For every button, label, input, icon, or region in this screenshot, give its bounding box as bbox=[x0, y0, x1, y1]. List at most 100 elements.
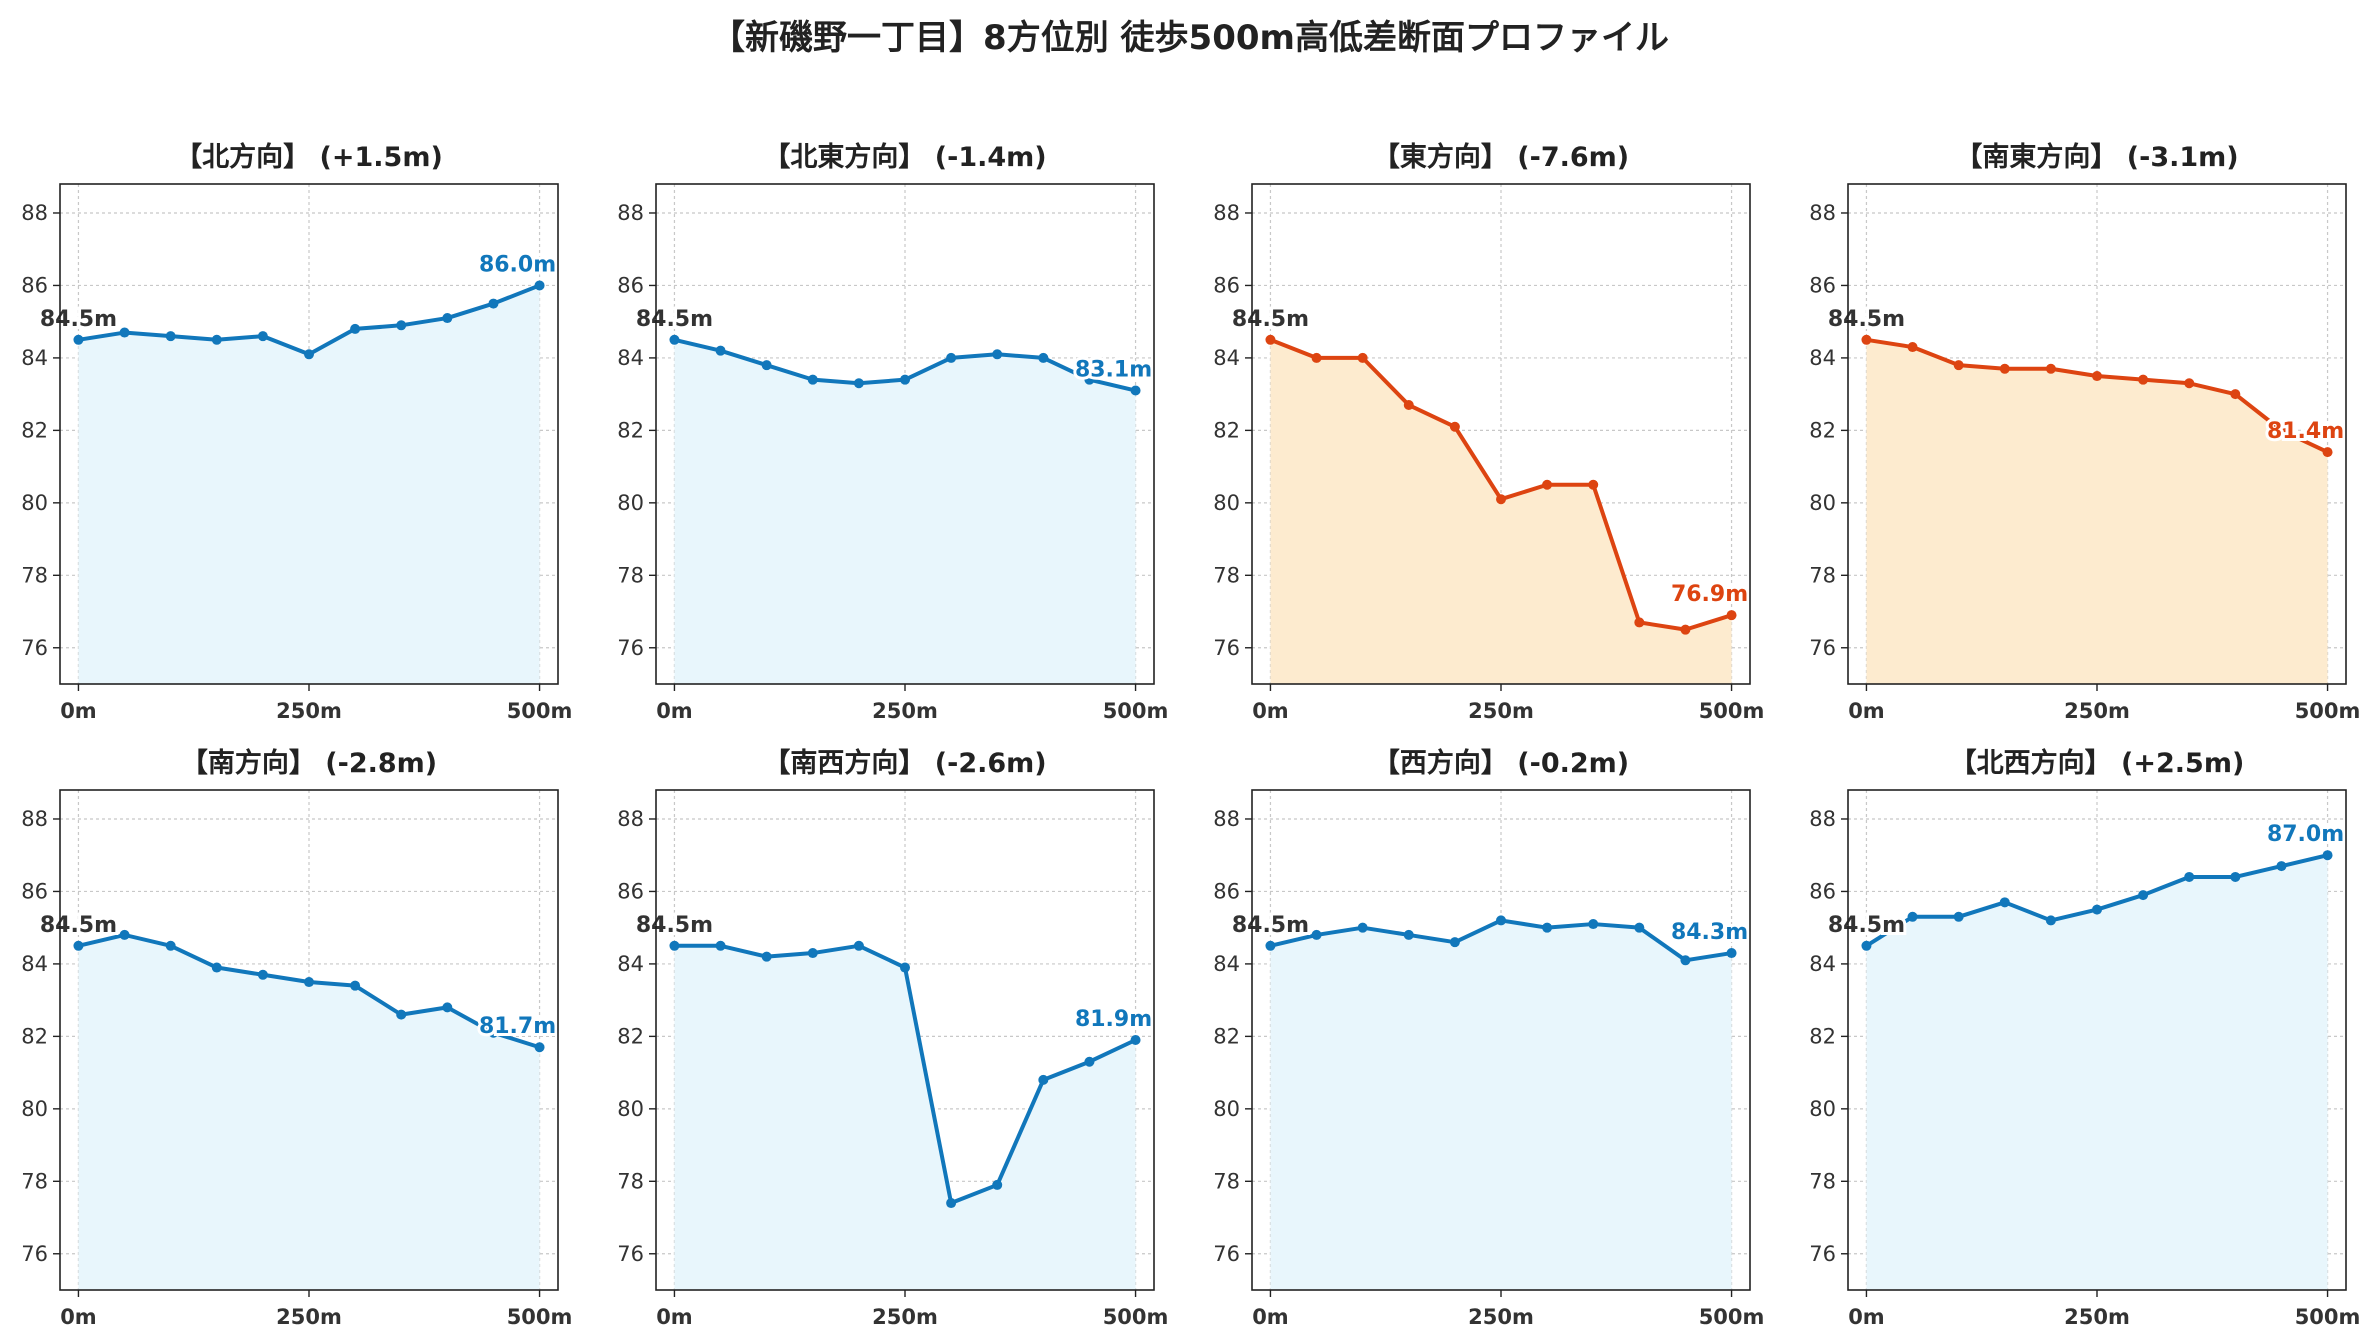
x-tick-label: 250m bbox=[2064, 699, 2130, 723]
data-point bbox=[669, 940, 680, 951]
y-tick-label: 76 bbox=[21, 636, 48, 660]
y-tick-label: 80 bbox=[21, 491, 48, 515]
panel-title: 【北東方向】 (-1.4m) bbox=[763, 141, 1046, 173]
data-point bbox=[442, 313, 453, 324]
chart-panel-7: 【西方向】 (-0.2m) 84.5m 84.3m 76 78 80 82 84 86 88 0m 2… bbox=[1213, 747, 1764, 1329]
data-point bbox=[1726, 948, 1737, 959]
y-tick-label: 86 bbox=[617, 879, 644, 903]
elevation-area bbox=[1866, 855, 2328, 1290]
elevation-area bbox=[1270, 920, 1732, 1290]
data-point bbox=[211, 962, 222, 973]
start-elevation-label: 84.5m bbox=[1232, 913, 1309, 938]
data-point bbox=[257, 969, 268, 980]
data-point bbox=[2276, 861, 2287, 872]
panel-title: 【西方向】 (-0.2m) bbox=[1373, 747, 1629, 779]
data-point bbox=[1130, 385, 1141, 396]
data-point bbox=[1726, 610, 1737, 621]
data-point bbox=[350, 323, 361, 334]
y-tick-label: 84 bbox=[21, 952, 48, 976]
data-point bbox=[1038, 352, 1049, 363]
y-tick-label: 82 bbox=[21, 418, 48, 442]
chart-panel-2: 【北東方向】 (-1.4m) 84.5m 83.1m 76 78 80 82 84 86 88 0m… bbox=[617, 141, 1168, 723]
data-point bbox=[304, 349, 314, 360]
data-point bbox=[211, 334, 222, 345]
y-tick-label: 78 bbox=[1213, 1169, 1240, 1193]
y-tick-label: 78 bbox=[21, 563, 48, 587]
data-point bbox=[669, 334, 680, 345]
y-tick-label: 84 bbox=[1809, 952, 1836, 976]
data-point bbox=[2184, 871, 2195, 882]
x-tick-label: 500m bbox=[507, 699, 573, 723]
y-tick-label: 76 bbox=[617, 1242, 644, 1266]
y-tick-label: 88 bbox=[21, 807, 48, 831]
y-tick-label: 80 bbox=[1213, 491, 1240, 515]
data-point bbox=[1449, 421, 1460, 432]
data-point bbox=[1265, 334, 1276, 345]
elevation-area bbox=[674, 945, 1136, 1290]
data-point bbox=[900, 374, 910, 385]
y-tick-label: 84 bbox=[617, 952, 644, 976]
y-tick-label: 80 bbox=[21, 1097, 48, 1121]
y-tick-label: 82 bbox=[1809, 418, 1836, 442]
end-elevation-label: 76.9m bbox=[1671, 582, 1748, 607]
y-tick-label: 84 bbox=[21, 346, 48, 370]
start-elevation-label: 84.5m bbox=[636, 913, 713, 938]
y-tick-label: 88 bbox=[21, 201, 48, 225]
data-point bbox=[1588, 919, 1599, 930]
end-elevation-label: 81.4m bbox=[2267, 419, 2344, 444]
y-tick-label: 88 bbox=[1213, 807, 1240, 831]
data-point bbox=[442, 1002, 453, 1013]
y-tick-label: 80 bbox=[1213, 1097, 1240, 1121]
x-tick-label: 250m bbox=[1468, 699, 1534, 723]
data-point bbox=[1084, 1056, 1095, 1067]
y-tick-label: 88 bbox=[1809, 807, 1836, 831]
y-tick-label: 88 bbox=[617, 201, 644, 225]
y-tick-label: 80 bbox=[617, 491, 644, 515]
data-point bbox=[992, 1179, 1003, 1190]
data-point bbox=[1907, 342, 1918, 353]
data-point bbox=[1038, 1074, 1049, 1085]
y-tick-label: 80 bbox=[617, 1097, 644, 1121]
y-tick-label: 82 bbox=[1213, 1024, 1240, 1048]
panel-title: 【東方向】 (-7.6m) bbox=[1373, 141, 1629, 173]
data-point bbox=[2230, 389, 2241, 400]
x-tick-label: 250m bbox=[2064, 1305, 2130, 1329]
end-elevation-label: 87.0m bbox=[2267, 822, 2344, 847]
end-elevation-label: 83.1m bbox=[1075, 358, 1152, 383]
data-point bbox=[1311, 352, 1322, 363]
y-tick-label: 78 bbox=[1809, 1169, 1836, 1193]
data-point bbox=[1634, 922, 1645, 933]
chart-panel-3: 【東方向】 (-7.6m) 84.5m 76.9m 76 78 80 82 84 86 88 0m 2… bbox=[1213, 141, 1764, 723]
data-point bbox=[119, 929, 130, 940]
y-tick-label: 82 bbox=[617, 1024, 644, 1048]
x-tick-label: 0m bbox=[1848, 699, 1885, 723]
y-tick-label: 82 bbox=[1809, 1024, 1836, 1048]
data-point bbox=[2092, 904, 2102, 915]
data-point bbox=[304, 977, 314, 988]
data-point bbox=[396, 320, 407, 331]
start-elevation-label: 84.5m bbox=[40, 307, 117, 332]
data-point bbox=[807, 374, 818, 385]
data-point bbox=[257, 331, 268, 342]
data-point bbox=[1999, 363, 2010, 374]
chart-panel-1: 【北方向】 (+1.5m) 84.5m 86.0m 76 78 80 82 84 86 88 0m 2… bbox=[21, 141, 572, 723]
end-elevation-label: 81.9m bbox=[1075, 1007, 1152, 1032]
panel-title: 【南東方向】 (-3.1m) bbox=[1955, 141, 2238, 173]
data-point bbox=[1542, 479, 1553, 490]
data-point bbox=[73, 334, 84, 345]
data-point bbox=[1403, 929, 1414, 940]
data-point bbox=[2230, 871, 2241, 882]
data-point bbox=[2276, 425, 2287, 436]
x-tick-label: 500m bbox=[507, 1305, 573, 1329]
data-point bbox=[73, 940, 84, 951]
data-point bbox=[2045, 915, 2056, 926]
y-tick-label: 76 bbox=[1213, 636, 1240, 660]
y-tick-label: 76 bbox=[617, 636, 644, 660]
x-tick-label: 0m bbox=[1848, 1305, 1885, 1329]
panel-title: 【北西方向】 (+2.5m) bbox=[1950, 747, 2245, 779]
data-point bbox=[2322, 850, 2333, 861]
data-point bbox=[165, 940, 176, 951]
y-tick-label: 76 bbox=[1213, 1242, 1240, 1266]
data-point bbox=[1542, 922, 1553, 933]
data-point bbox=[1496, 494, 1506, 505]
